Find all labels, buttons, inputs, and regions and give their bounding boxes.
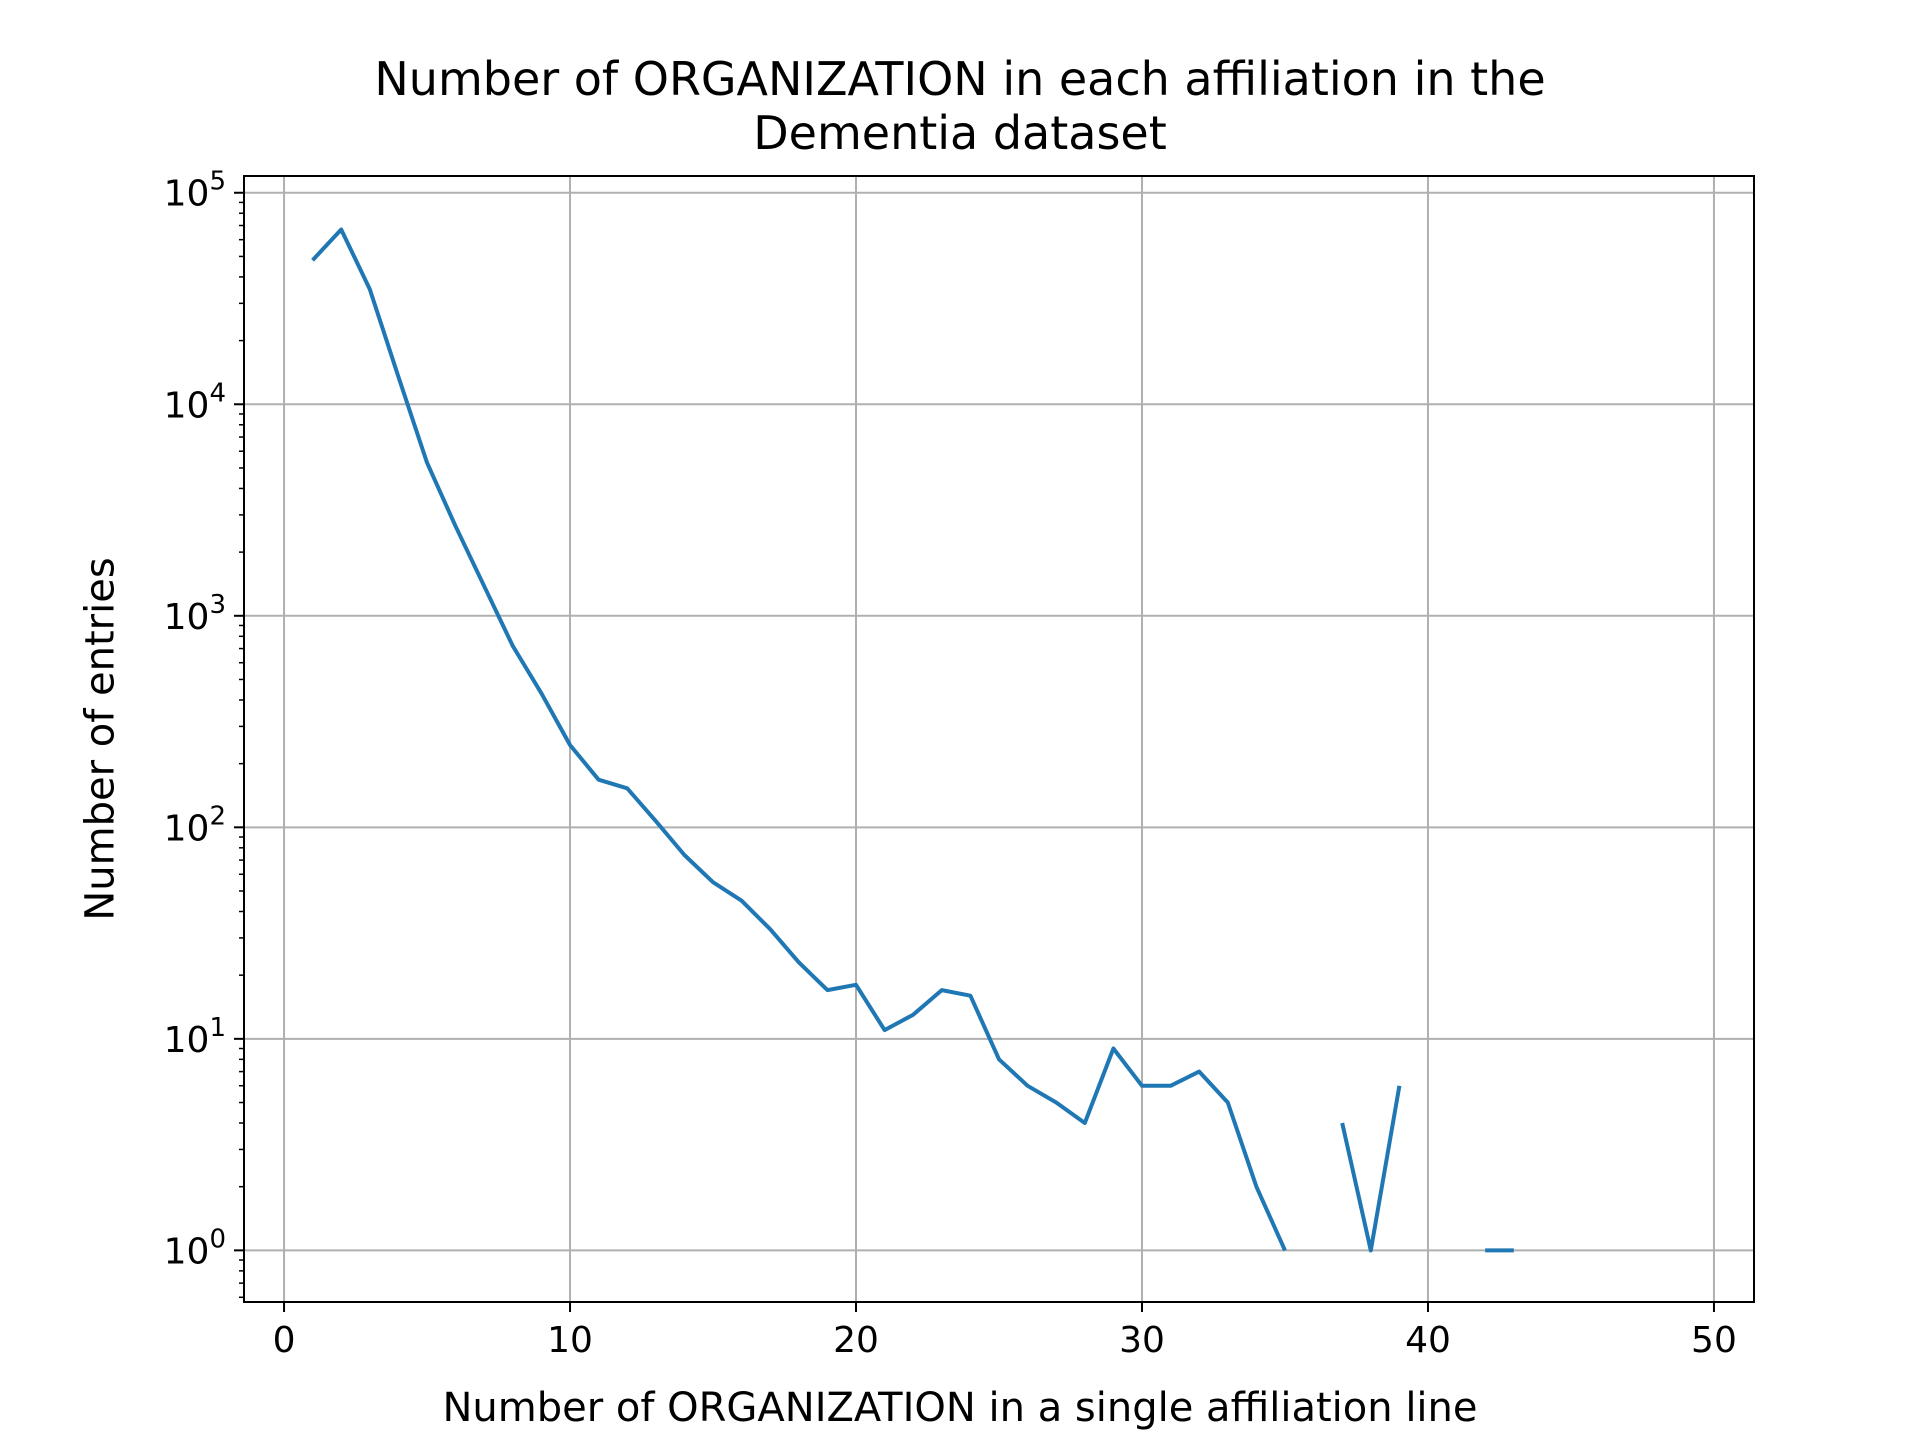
x-tick-label: 40 xyxy=(1405,1320,1451,1361)
y-tick-label: 102 xyxy=(164,801,226,849)
y-tick-label: 104 xyxy=(164,378,226,426)
series-lines xyxy=(311,227,1514,1253)
y-tick-label: 101 xyxy=(164,1013,226,1061)
y-axis-ticks: 100 101 102 103 104 105 xyxy=(164,167,244,1299)
x-tick-label: 10 xyxy=(547,1320,593,1361)
y-axis-label: Number of entries xyxy=(77,557,124,921)
y-tick-label: 100 xyxy=(164,1224,226,1272)
grid-lines xyxy=(244,176,1754,1302)
x-axis-label: Number of ORGANIZATION in a single affil… xyxy=(442,1385,1478,1431)
series-line-segment xyxy=(1340,1085,1402,1253)
x-tick-label: 50 xyxy=(1691,1320,1737,1361)
y-tick-label: 105 xyxy=(164,167,226,215)
chart-title-line-2: Dementia dataset xyxy=(753,106,1167,160)
plot-frame xyxy=(243,175,1755,1303)
series-line-segment xyxy=(311,227,1287,1252)
x-tick-label: 20 xyxy=(833,1320,879,1361)
x-tick-label: 0 xyxy=(273,1320,296,1361)
chart-title-line-1: Number of ORGANIZATION in each affiliati… xyxy=(374,52,1546,106)
x-tick-label: 30 xyxy=(1119,1320,1165,1361)
x-axis-ticks: 0 10 20 30 40 50 xyxy=(273,1302,1737,1361)
y-tick-label: 103 xyxy=(164,590,226,638)
